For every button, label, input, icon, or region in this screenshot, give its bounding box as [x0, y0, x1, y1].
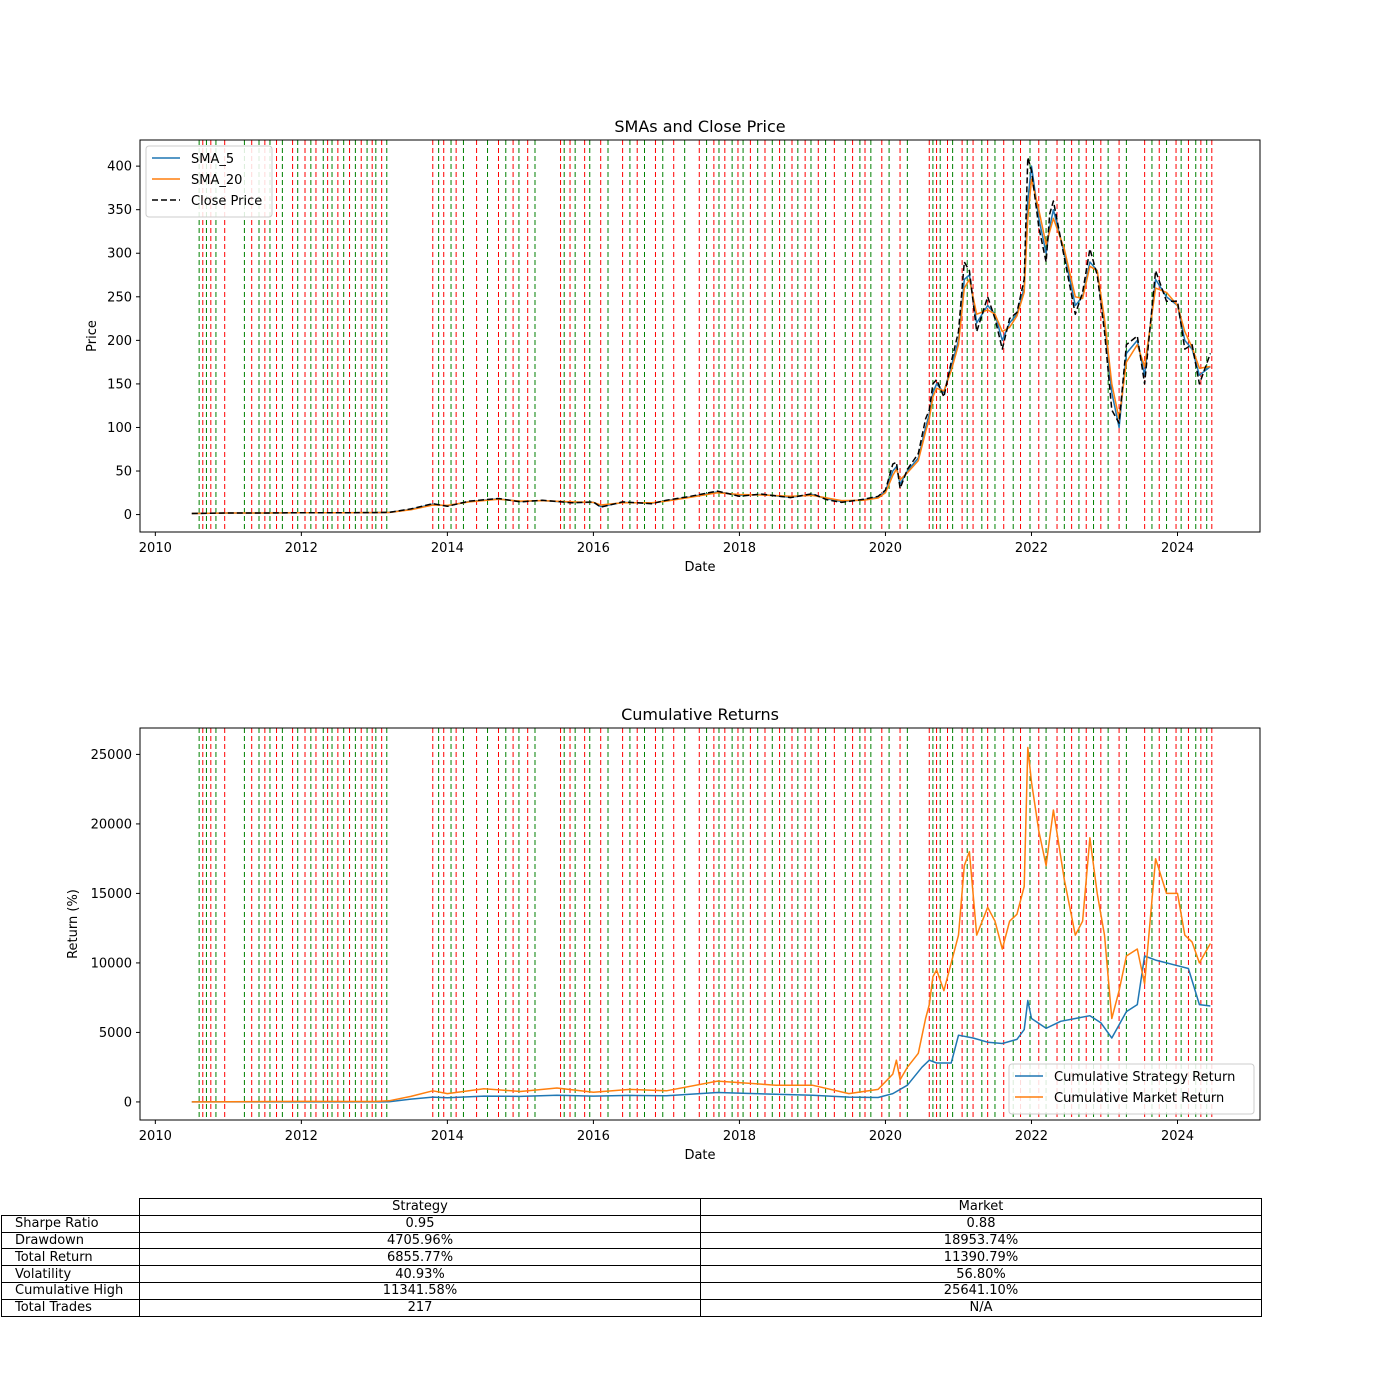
- x-tick-label: 2018: [723, 1129, 756, 1144]
- y-tick-label: 100: [107, 421, 132, 436]
- y-tick-label: 50: [115, 465, 132, 480]
- signal-lines: [198, 728, 1213, 1120]
- legend-box: [1008, 1063, 1255, 1115]
- stats-cell: 0.95: [139, 1214, 701, 1233]
- stats-cell: 217: [139, 1298, 701, 1317]
- stats-cell: 25641.10%: [700, 1281, 1262, 1300]
- x-tick-label: 2018: [723, 541, 756, 556]
- series-line: [191, 955, 1211, 1103]
- stats-column-header: Strategy: [139, 1198, 701, 1216]
- y-axis-label: Return (%): [66, 889, 81, 959]
- series-line: [191, 156, 1212, 515]
- y-tick-label: 10000: [91, 956, 132, 971]
- chart-title: SMAs and Close Price: [614, 117, 785, 136]
- y-tick-label: 150: [107, 377, 132, 392]
- legend-label: Cumulative Market Return: [1054, 1091, 1224, 1106]
- y-tick-label: 0: [124, 508, 132, 523]
- stats-row: Sharpe Ratio 0.95 0.88: [1, 1214, 1262, 1233]
- stats-cell: 4705.96%: [139, 1231, 701, 1250]
- x-tick-label: 2022: [1015, 541, 1048, 556]
- y-tick-label: 5000: [99, 1026, 132, 1041]
- y-tick-label: 350: [107, 203, 132, 218]
- x-axis-label: Date: [684, 1148, 715, 1163]
- stats-row-label: Total Trades: [1, 1298, 140, 1317]
- stats-column-header: Market: [700, 1198, 1262, 1216]
- stats-cell: 0.88: [700, 1214, 1262, 1233]
- figure: 2010 2012 2014 2016 2018 2020 2022 2024 0 50 100 15…: [66, 117, 1261, 1163]
- stats-cell: 40.93%: [139, 1265, 701, 1283]
- legend-label: Cumulative Strategy Return: [1054, 1070, 1235, 1085]
- y-tick-label: 300: [107, 247, 132, 262]
- x-tick-label: 2020: [869, 541, 902, 556]
- stats-cell: 18953.74%: [700, 1231, 1262, 1250]
- stats-cell: N/A: [700, 1298, 1262, 1317]
- legend-label: SMA_20: [191, 173, 242, 188]
- y-tick-label: 400: [107, 160, 132, 175]
- stats-cell: 11341.58%: [139, 1281, 701, 1300]
- stats-row-label: Volatility: [1, 1265, 140, 1283]
- stats-row: Total Return 6855.77% 11390.79%: [1, 1248, 1262, 1267]
- y-tick-label: 25000: [91, 748, 132, 763]
- stats-row-label: Drawdown: [1, 1231, 140, 1250]
- stats-cell: 56.80%: [700, 1265, 1262, 1283]
- stats-table: Strategy Market Sharpe Ratio 0.95 0.88 D…: [1, 1198, 1262, 1317]
- y-tick-label: 250: [107, 290, 132, 305]
- axes-frame: [139, 139, 1261, 533]
- chart-title: Cumulative Returns: [621, 705, 779, 724]
- x-tick-label: 2012: [285, 541, 318, 556]
- y-tick-label: 0: [124, 1095, 132, 1110]
- legend-box: [145, 145, 273, 218]
- series-line: [191, 165, 1211, 515]
- stats-cell: 6855.77%: [139, 1248, 701, 1267]
- legend: SMA_5 SMA_20 Close Price: [145, 145, 273, 218]
- series-line: [191, 746, 1212, 1103]
- series-group: [191, 746, 1212, 1103]
- stats-row-label: Total Return: [1, 1248, 140, 1267]
- stats-row: Volatility 40.93% 56.80%: [1, 1265, 1262, 1283]
- stats-row: Drawdown 4705.96% 18953.74%: [1, 1231, 1262, 1250]
- x-tick-label: 2024: [1161, 1129, 1194, 1144]
- x-tick-label: 2024: [1161, 541, 1194, 556]
- stats-cell: 11390.79%: [700, 1248, 1262, 1267]
- stats-row-label: Sharpe Ratio: [1, 1214, 140, 1233]
- x-tick-label: 2014: [431, 541, 464, 556]
- x-tick-label: 2016: [577, 541, 610, 556]
- series-group: [191, 156, 1212, 515]
- series-line: [191, 178, 1211, 515]
- stats-corner-cell: [1, 1198, 140, 1216]
- y-tick-label: 15000: [91, 887, 132, 902]
- legend-label: SMA_5: [191, 152, 234, 167]
- x-tick-label: 2020: [869, 1129, 902, 1144]
- x-tick-label: 2022: [1015, 1129, 1048, 1144]
- y-tick-label: 200: [107, 334, 132, 349]
- signal-lines: [198, 140, 1213, 532]
- x-tick-label: 2012: [285, 1129, 318, 1144]
- y-axis-label: Price: [85, 320, 100, 352]
- axes-frame: [139, 727, 1261, 1121]
- x-tick-label: 2010: [139, 541, 172, 556]
- y-tick-label: 20000: [91, 817, 132, 832]
- x-tick-label: 2016: [577, 1129, 610, 1144]
- legend-label: Close Price: [191, 194, 262, 209]
- stats-header-row: Strategy Market: [1, 1198, 1262, 1216]
- stats-row: Cumulative High 11341.58% 25641.10%: [1, 1281, 1262, 1300]
- legend: Cumulative Strategy Return Cumulative Mar…: [1008, 1063, 1255, 1115]
- x-tick-label: 2014: [431, 1129, 464, 1144]
- stats-row: Total Trades 217 N/A: [1, 1298, 1262, 1317]
- x-axis-label: Date: [684, 560, 715, 575]
- stats-row-label: Cumulative High: [1, 1281, 140, 1300]
- x-tick-label: 2010: [139, 1129, 172, 1144]
